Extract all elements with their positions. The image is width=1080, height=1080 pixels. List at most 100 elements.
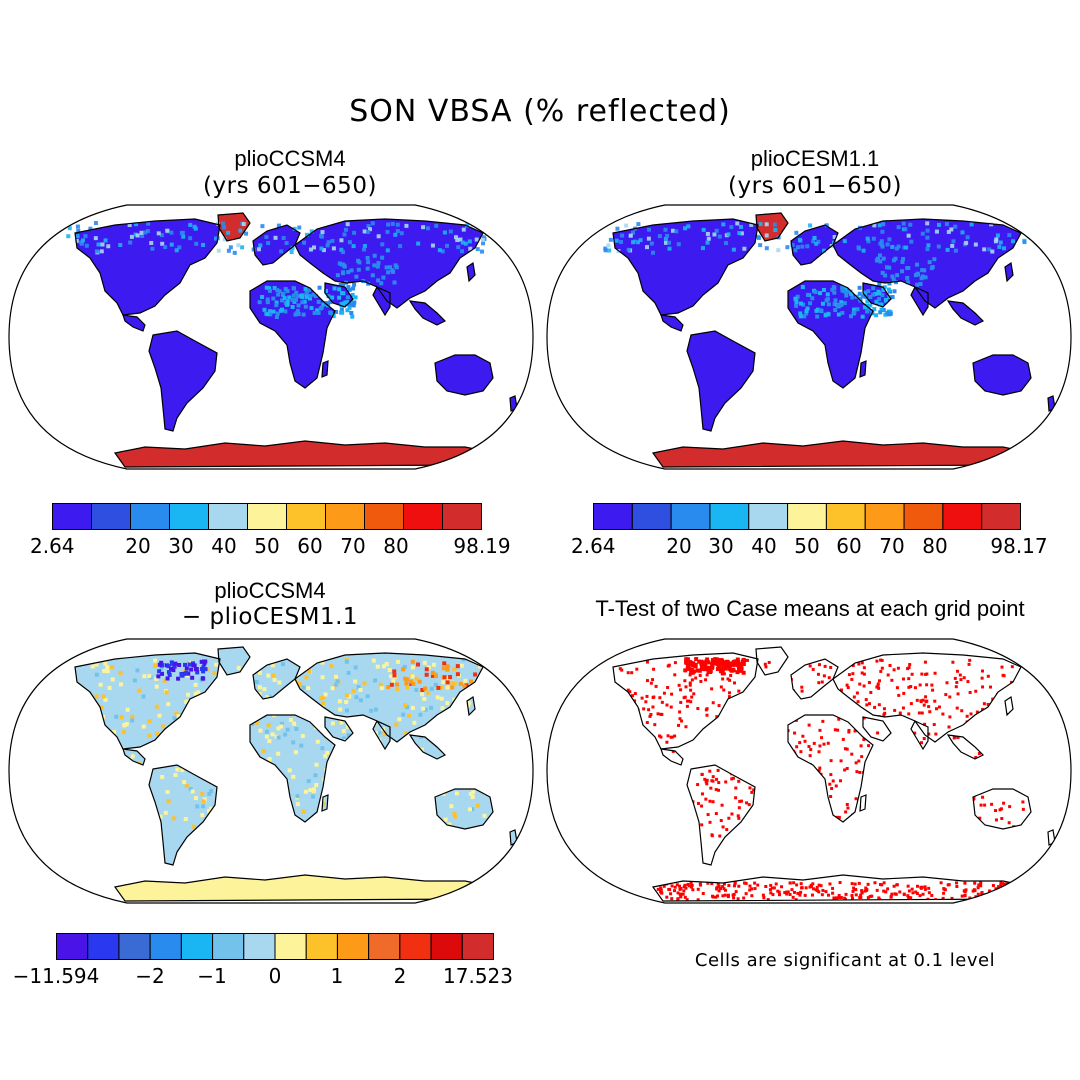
colorbar-swatch-9: [942, 503, 983, 530]
colorbar-swatch-0: [56, 933, 89, 960]
cbar-2-tick-6: 70: [879, 534, 905, 558]
cbar-1-tick-2: 30: [168, 534, 194, 558]
land-southAmerica: [687, 331, 755, 431]
colorbar-swatch-8: [364, 503, 404, 530]
cbar-1-tick-6: 70: [340, 534, 366, 558]
colorbar-swatch-12: [430, 933, 463, 960]
cbar-2-tick-1: 20: [666, 534, 692, 558]
land-seAsia: [948, 301, 983, 325]
colorbar-panel-2: [593, 503, 1021, 530]
cbar-1-tick-5: 60: [297, 534, 323, 558]
colorbar-swatch-6: [243, 933, 276, 960]
colorbar-swatch-4: [748, 503, 789, 530]
colorbar-3-tick-labels: −11.594 −2 −1 0 1 2 17.523: [13, 964, 513, 990]
map-border: [8, 638, 534, 904]
coastlines: [74, 212, 518, 468]
cbar-3-tick-6: 17.523: [443, 964, 513, 988]
cbar-3-tick-0: −11.594: [12, 964, 100, 988]
cbar-3-tick-3: 0: [268, 964, 282, 988]
cbar-2-tick-8: 98.17: [990, 534, 1048, 558]
colorbar-swatch-5: [787, 503, 827, 530]
cbar-2-tick-0: 2.64: [571, 534, 616, 558]
cbar-3-tick-1: −2: [135, 964, 165, 988]
colorbar-swatch-6: [286, 503, 326, 530]
colorbar-swatch-7: [864, 503, 905, 530]
map-border: [8, 204, 534, 470]
colorbar-2-tick-labels: 2.64 20 30 40 50 60 70 80 98.17: [571, 534, 1048, 560]
land-seAsia: [410, 735, 445, 759]
colorbar-1-tick-labels: 2.64 20 30 40 50 60 70 80 98.19: [30, 534, 511, 560]
land-southAmerica: [149, 765, 217, 865]
colorbar-swatch-7: [325, 503, 365, 530]
cbar-3-tick-5: 2: [393, 964, 407, 988]
colorbar-swatch-2: [670, 503, 711, 530]
colorbar-swatch-11: [399, 933, 432, 960]
significance-note: Cells are significant at 0.1 level: [694, 950, 996, 971]
cbar-1-tick-0: 2.64: [30, 534, 75, 558]
land-india: [373, 721, 390, 749]
panel-3-subtitle: − plioCESM1.1: [181, 604, 359, 630]
colorbar-swatch-2: [118, 933, 151, 960]
land-africa: [250, 281, 335, 388]
cbar-2-tick-5: 60: [836, 534, 862, 558]
land-australia: [973, 355, 1031, 395]
colorbar-swatch-6: [825, 503, 866, 530]
land-madagascar: [860, 361, 866, 377]
colorbar-swatch-0: [52, 503, 92, 530]
colorbar-swatch-5: [212, 933, 245, 960]
colorbar-swatch-10: [981, 503, 1021, 530]
panel-2-title: plioCESM1.1: [750, 146, 880, 171]
map-panel-1: [8, 204, 534, 470]
panel-2-subtitle: (yrs 601−650): [728, 173, 902, 199]
map-panel-4: [546, 638, 1072, 904]
colorbar-swatch-5: [247, 503, 287, 530]
colorbar-swatch-7: [274, 933, 307, 960]
colorbar-panel-3: [56, 933, 494, 960]
panel-3-title: plioCCSM4: [214, 578, 326, 603]
colorbar-swatch-10: [368, 933, 401, 960]
colorbar-swatch-3: [709, 503, 750, 530]
cbar-3-tick-2: −1: [197, 964, 227, 988]
colorbar-swatch-8: [903, 503, 944, 530]
map-panel-2: [546, 204, 1072, 470]
land-europe: [253, 225, 300, 265]
colorbar-swatch-10: [442, 503, 482, 530]
colorbar-swatch-4: [208, 503, 248, 530]
cbar-1-tick-3: 40: [211, 534, 237, 558]
land-centralAmerica: [661, 315, 683, 331]
cbar-2-tick-2: 30: [708, 534, 734, 558]
land-antarctica: [115, 441, 485, 467]
land-india: [911, 287, 928, 315]
land-northAmerica: [613, 219, 758, 315]
colorbar-swatch-13: [461, 933, 494, 960]
land-australia: [435, 355, 493, 395]
colorbar-swatch-0: [593, 503, 633, 530]
land-australia: [435, 789, 493, 829]
colorbar-swatch-2: [130, 503, 170, 530]
colorbar-swatch-1: [631, 503, 672, 530]
cbar-1-tick-8: 98.19: [453, 534, 511, 558]
land-northAmerica: [75, 219, 220, 315]
panel-1-title: plioCCSM4: [234, 146, 346, 171]
albedo-patches: [66, 221, 487, 319]
panel-1-subtitle: (yrs 601−650): [203, 173, 377, 199]
colorbar-swatch-9: [403, 503, 443, 530]
colorbar-swatch-9: [336, 933, 370, 960]
land-centralAmerica: [123, 315, 145, 331]
colorbar-swatch-1: [91, 503, 131, 530]
cbar-1-tick-1: 20: [125, 534, 151, 558]
cbar-1-tick-4: 50: [254, 534, 280, 558]
land-antarctica: [115, 875, 485, 901]
map-panel-3: [8, 638, 534, 904]
figure-title: SON VBSA (% reflected): [349, 94, 731, 129]
colorbar-swatch-8: [305, 933, 338, 960]
land-madagascar: [322, 361, 328, 377]
cbar-2-tick-4: 50: [794, 534, 820, 558]
cbar-2-tick-3: 40: [751, 534, 777, 558]
colorbar-swatch-4: [180, 933, 214, 960]
significant-cells: [615, 657, 1036, 902]
map-border: [546, 638, 1072, 904]
land-antarctica: [653, 441, 1023, 467]
colorbar-panel-1: [52, 503, 482, 530]
land-southAmerica: [149, 331, 217, 431]
